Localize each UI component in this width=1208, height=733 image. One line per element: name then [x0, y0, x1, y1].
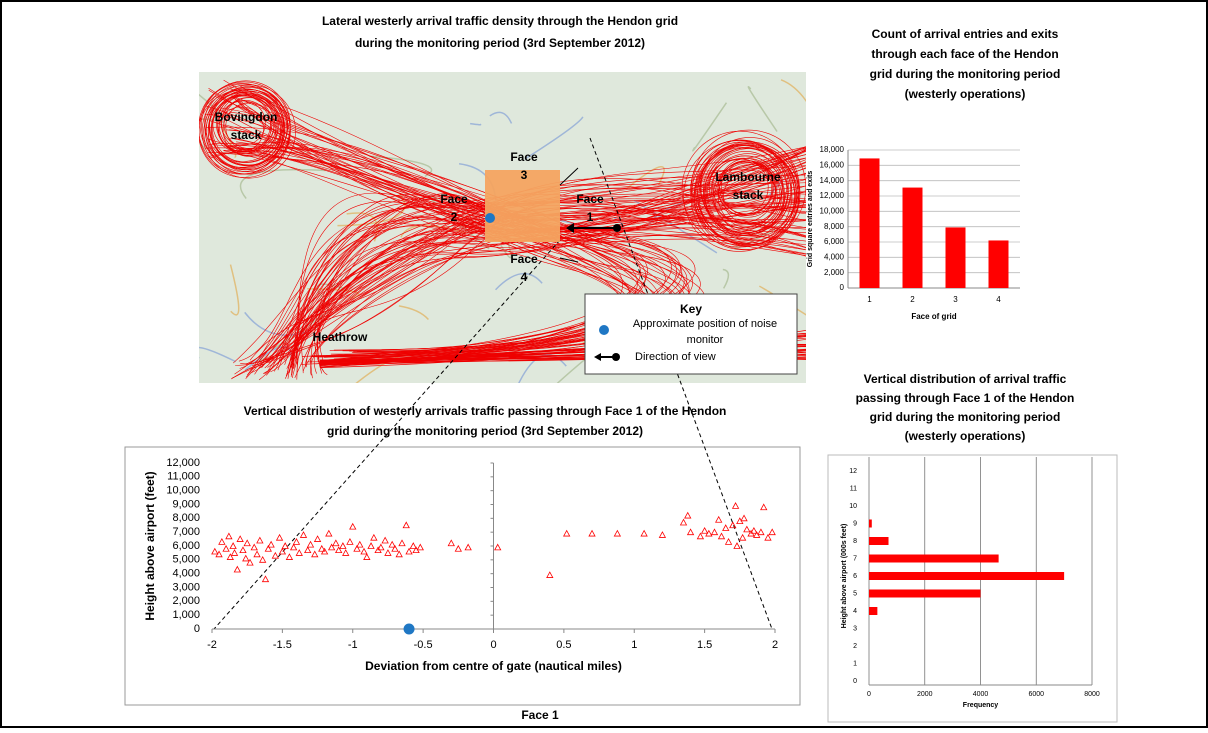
y-tick-label: 2,000 [172, 595, 200, 607]
map-label: Heathrow [313, 330, 368, 344]
y-tick-label: 14,000 [820, 176, 845, 185]
y-tick-label: 8 [853, 538, 857, 545]
y-tick-label: 5 [853, 590, 857, 597]
chart-title: passing through Face 1 of the Hendon [856, 391, 1075, 405]
y-tick-label: 10,000 [820, 206, 845, 215]
x-tick-label: 1.5 [697, 639, 712, 651]
bar [860, 158, 880, 288]
key-title: Key [680, 302, 702, 316]
monitor-dot [485, 213, 495, 223]
y-tick-label: 9 [853, 520, 857, 527]
key-arrow-tail [612, 353, 620, 361]
y-tick-label: 9,000 [172, 498, 200, 510]
y-tick-label: 1,000 [172, 609, 200, 621]
key-text-box: Approximate position of noise monitor [620, 316, 790, 348]
bar [989, 240, 1009, 288]
y-tick-label: 10,000 [166, 485, 200, 497]
y-tick-label: 2 [853, 643, 857, 650]
x-tick-label: 2000 [917, 691, 933, 698]
y-tick-label: 6 [853, 573, 857, 580]
x-tick-label: 2 [910, 295, 915, 304]
x-tick-label: -1 [348, 639, 358, 651]
chart-title: Count of arrival entries and exits [872, 27, 1059, 41]
chart-title: through each face of the Hendon [871, 47, 1058, 61]
bar [869, 520, 872, 528]
x-tick-label: 1 [867, 295, 872, 304]
map-title: Lateral westerly arrival traffic density… [322, 14, 678, 28]
bar [869, 572, 1064, 580]
y-tick-label: 12,000 [820, 191, 845, 200]
chart-title: Vertical distribution of arrival traffic [864, 372, 1067, 386]
bar [903, 188, 923, 288]
bar [869, 537, 889, 545]
y-tick-label: 3,000 [172, 581, 200, 593]
bar [946, 227, 966, 288]
x-tick-label: 6000 [1028, 691, 1044, 698]
y-tick-label: 4 [853, 608, 857, 615]
caption: Face 1 [521, 708, 559, 722]
y-axis-label: Height above airport (feet) [143, 471, 157, 620]
y-tick-label: 12,000 [166, 457, 200, 469]
key-dot [599, 325, 609, 335]
x-tick-label: 8000 [1084, 691, 1100, 698]
x-tick-label: 1 [631, 639, 637, 651]
x-tick-label: 2 [772, 639, 778, 651]
chart-title: grid during the monitoring period [870, 67, 1061, 81]
y-tick-label: 6,000 [172, 540, 200, 552]
arrow-tail [613, 224, 621, 232]
y-tick-label: 0 [840, 283, 845, 292]
y-tick-label: 8,000 [172, 512, 200, 524]
y-tick-label: 2,000 [824, 268, 845, 277]
y-tick-label: 6,000 [824, 237, 845, 246]
x-tick-label: 0.5 [556, 639, 571, 651]
y-tick-label: 16,000 [820, 160, 845, 169]
y-tick-label: 8,000 [824, 222, 845, 231]
y-tick-label: 0 [194, 623, 200, 635]
chart-title: (westerly operations) [905, 429, 1026, 443]
x-tick-label: 0 [867, 691, 871, 698]
key-monitor: Approximate position of noise monitor [620, 316, 790, 348]
bar [869, 555, 999, 563]
chart-title: grid during the monitoring period (3rd S… [327, 424, 643, 438]
y-tick-label: 11 [850, 485, 857, 492]
x-tick-label: -2 [207, 639, 217, 651]
chart-title: grid during the monitoring period [870, 410, 1061, 424]
y-tick-label: 5,000 [172, 554, 200, 566]
x-tick-label: 4000 [973, 691, 989, 698]
y-tick-label: 11,000 [167, 471, 200, 483]
y-tick-label: 12 [849, 468, 857, 475]
x-tick-label: 0 [490, 639, 496, 651]
monitor-marker [404, 624, 415, 635]
y-tick-label: 1 [853, 660, 857, 667]
x-axis-label: Face of grid [911, 312, 956, 321]
x-tick-label: -1.5 [273, 639, 292, 651]
y-tick-label: 3 [853, 625, 857, 632]
map-title: during the monitoring period (3rd Septem… [355, 36, 645, 50]
y-axis-label: Grid square entries and exits [807, 171, 814, 268]
y-tick-label: 7 [853, 555, 857, 562]
chart-title: (westerly operations) [905, 87, 1026, 101]
figure: Lateral westerly arrival traffic density… [0, 0, 1208, 728]
bar [869, 590, 981, 598]
bar [869, 607, 877, 615]
x-tick-label: 4 [996, 295, 1001, 304]
key-view: Direction of view [635, 351, 716, 363]
x-axis-label: Deviation from centre of gate (nautical … [365, 659, 622, 673]
y-tick-label: 10 [849, 503, 857, 510]
y-tick-label: 4,000 [172, 568, 200, 580]
chart-title: Vertical distribution of westerly arriva… [244, 404, 727, 418]
x-tick-label: 3 [953, 295, 958, 304]
y-tick-label: 4,000 [824, 252, 845, 261]
y-tick-label: 0 [853, 678, 857, 685]
x-tick-label: -0.5 [414, 639, 433, 651]
y-tick-label: 7,000 [172, 526, 200, 538]
y-tick-label: 18,000 [820, 145, 845, 154]
y-axis-label: Height above airport (000s feet) [841, 524, 848, 629]
x-axis-label: Frequency [963, 702, 999, 709]
